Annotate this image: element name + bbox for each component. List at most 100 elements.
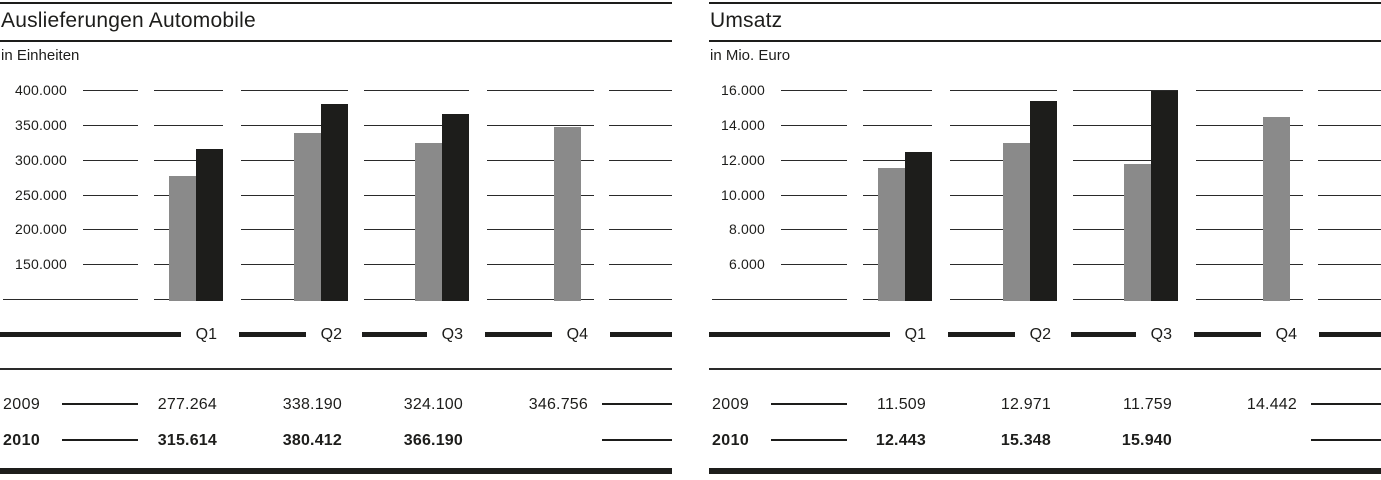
baseline-segment [1196, 299, 1303, 300]
gridline-segment [781, 264, 847, 266]
gridline-segment [950, 124, 1057, 126]
gridline-segment [83, 264, 138, 266]
gridline-segment [781, 229, 847, 231]
table-value-2009-q3: 11.759 [1123, 396, 1172, 413]
quarter-axis-segment [1194, 332, 1261, 337]
y-axis-tick-label: 12.000 [720, 151, 765, 168]
table-row-year-2010: 2010 [3, 432, 41, 449]
gridline-segment [241, 90, 348, 91]
gridline-segment [609, 90, 672, 91]
quarter-label-q3: Q3 [1150, 326, 1172, 343]
plot-area: 400.000 350.000 300.000 250.000 200.000 150.0… [0, 0, 672, 480]
bar-2010-q2 [321, 103, 348, 301]
gridline-segment [487, 264, 594, 266]
bar-2009-q1 [169, 175, 196, 301]
y-axis-tick-label: 300.000 [14, 151, 67, 168]
gridline-segment [1196, 264, 1303, 266]
gridline-segment [781, 124, 847, 126]
gridline-segment [950, 90, 1057, 91]
y-axis-tick-label: 250.000 [14, 186, 67, 203]
quarter-axis-segment [1319, 332, 1381, 337]
gridline-segment [950, 159, 1057, 161]
y-axis-tick-label: 16.000 [720, 82, 765, 98]
gridline-segment [1318, 229, 1381, 231]
baseline-segment [487, 299, 594, 300]
gridline-segment [609, 194, 672, 196]
title-underline [709, 40, 1381, 42]
chart-auslieferungen-automobile: Auslieferungen Automobile in Einheiten 4… [0, 0, 672, 480]
gridline-segment [609, 264, 672, 266]
table-row-year-2010: 2010 [712, 432, 750, 449]
gridline-segment [1073, 124, 1178, 126]
table-value-2009-q1: 11.509 [877, 396, 926, 413]
title-underline [0, 40, 672, 42]
gridline-segment [364, 90, 469, 91]
gridline-segment [781, 194, 847, 196]
quarter-axis: Q1 Q2 Q3 Q4 [0, 0, 672, 480]
chart-umsatz: Umsatz in Mio. Euro 16.000 14.000 12.000 10… [709, 0, 1381, 480]
table-value-2009-q2: 338.190 [282, 396, 342, 413]
top-rule [709, 2, 1381, 4]
y-axis-tick-label: 14.000 [720, 116, 765, 133]
gridline-segment [241, 264, 348, 266]
quarter-axis-segment [362, 332, 427, 337]
y-axis-tick-label: 10.000 [720, 186, 765, 203]
table-row-year-2009: 2009 [3, 396, 41, 413]
gridline-segment [609, 124, 672, 126]
quarter-axis-segment [948, 332, 1015, 337]
gridline-segment [154, 229, 223, 231]
table-top-rule [709, 368, 1381, 370]
table-row-trail-dash [1311, 403, 1381, 405]
bar-2009-q3 [1124, 163, 1151, 301]
gridline-segment [950, 229, 1057, 231]
quarter-axis-segment [239, 332, 306, 337]
baseline-segment [609, 299, 672, 300]
bar-2010-q2 [1030, 101, 1057, 301]
baseline-segment [712, 299, 847, 300]
table-value-2010-q2: 380.412 [282, 432, 342, 449]
data-table: 2009 11.509 12.971 11.759 14.442 2010 12.443 15… [709, 0, 1381, 480]
baseline-segment [3, 299, 138, 300]
gridline-segment [781, 90, 847, 91]
gridline-segment [609, 229, 672, 231]
bar-2009-q4 [1262, 117, 1290, 301]
gridline-segment [154, 194, 223, 196]
y-axis-tick-label: 200.000 [14, 221, 67, 238]
table-value-2009-q2: 12.971 [1000, 396, 1051, 413]
plot-area: 16.000 14.000 12.000 10.000 8.000 6.000 [709, 0, 1381, 480]
chart-title: Umsatz [710, 9, 783, 32]
gridline-segment [487, 90, 594, 91]
bar-2010-q1 [905, 152, 932, 301]
gridline-segment [1196, 159, 1303, 161]
gridline-segment [241, 194, 348, 196]
table-value-2010-q2: 15.348 [1000, 432, 1051, 449]
gridline-segment [154, 90, 223, 91]
gridline-segment [83, 159, 138, 161]
quarter-label-q4: Q4 [566, 326, 588, 343]
gridline-segment [863, 264, 932, 266]
gridline-segment [1318, 90, 1381, 91]
table-value-2010-q1: 315.614 [157, 432, 217, 449]
baseline-segment [950, 299, 1057, 300]
gridline-segment [364, 264, 469, 266]
bar-2010-q1 [196, 148, 223, 301]
gridline-segment [1073, 194, 1178, 196]
table-row-lead-dash [771, 439, 847, 441]
baseline-segment [863, 299, 932, 300]
quarter-label-q3: Q3 [441, 326, 463, 343]
y-axis-tick-label: 350.000 [14, 116, 67, 133]
table-value-2010-q3: 366.190 [403, 432, 463, 449]
baseline-segment [1318, 299, 1381, 300]
gridline-segment [83, 124, 138, 126]
gridline-segment [154, 264, 223, 266]
bar-2010-q3 [442, 113, 469, 301]
gridline-segment [1318, 194, 1381, 196]
baseline-segment [1073, 299, 1178, 300]
quarter-axis-segment [610, 332, 672, 337]
bar-2009-q3 [415, 142, 442, 301]
quarter-axis: Q1 Q2 Q3 Q4 [709, 0, 1381, 480]
gridline-segment [1073, 264, 1178, 266]
gridline-segment [83, 229, 138, 231]
data-table: 2009 277.264 338.190 324.100 346.756 2010 315.… [0, 0, 672, 480]
table-row-trail-dash [1311, 439, 1381, 441]
